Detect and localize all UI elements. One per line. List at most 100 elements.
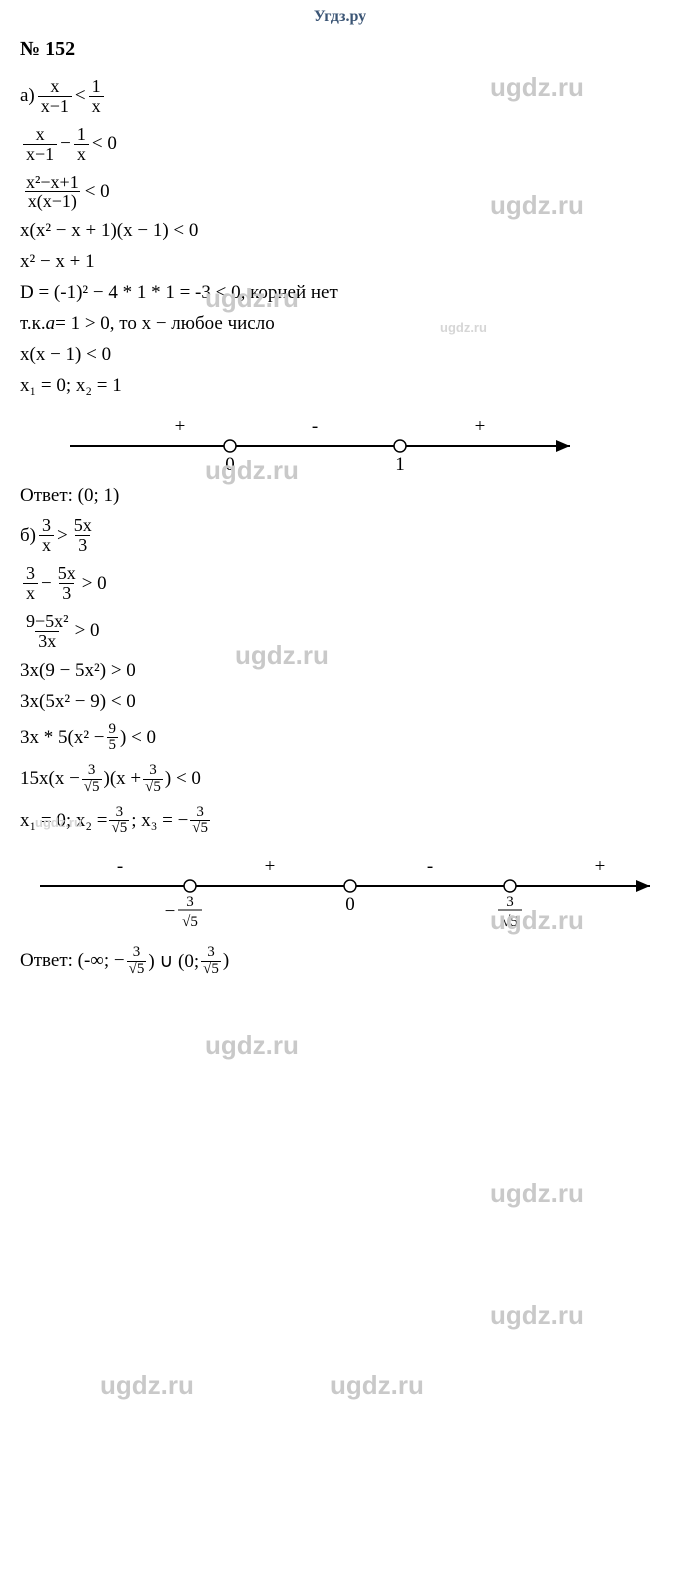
numerator: x — [47, 77, 62, 96]
minus: − — [60, 133, 71, 155]
watermark: ugdz.ru — [330, 1370, 424, 1401]
svg-text:+: + — [265, 856, 276, 877]
fraction: 3 √5 — [143, 763, 163, 796]
denominator: √5 — [201, 961, 221, 978]
denominator: √5 — [109, 820, 129, 837]
partA-inequality: а) x x−1 < 1 x — [20, 77, 660, 116]
svg-text:+: + — [475, 416, 486, 437]
fraction: 3 √5 — [109, 805, 129, 838]
fraction: 3 x — [39, 516, 54, 555]
svg-text:+: + — [175, 416, 186, 437]
numerator: 5x — [71, 516, 95, 535]
numerator: 3 — [86, 763, 98, 779]
partA-step3: x(x² − x + 1)(x − 1) < 0 — [20, 220, 660, 242]
watermark: ugdz.ru — [100, 1370, 194, 1401]
numberline-B-svg: -+-+−3√503√5 — [20, 846, 660, 936]
partB-step1: 3 x − 5x 3 > 0 — [20, 564, 660, 603]
answer-pre: Ответ: (-∞; − — [20, 950, 125, 972]
fraction: 3 √5 — [127, 945, 147, 978]
denominator: x — [23, 583, 38, 603]
step6-post: ) < 0 — [165, 768, 201, 790]
svg-text:-: - — [312, 416, 318, 437]
numerator: 1 — [74, 125, 89, 144]
tail: < 0 — [85, 181, 110, 203]
denominator: 5 — [107, 737, 119, 754]
step6-mid: )(x + — [104, 768, 142, 790]
fraction: x x−1 — [38, 77, 72, 116]
partB-roots: x₁ = 0; x₂ = 3 √5 ; x₃ = − 3 √5 — [20, 805, 660, 838]
fraction: 3 √5 — [82, 763, 102, 796]
fraction: 3 x — [23, 564, 38, 603]
watermark: ugdz.ru — [490, 1300, 584, 1331]
tail: < 0 — [92, 133, 117, 155]
partB-label: б) — [20, 525, 36, 547]
denominator: 3x — [35, 631, 59, 651]
partA-discriminant: D = (-1)² − 4 * 1 * 1 = -3 < 0, корней н… — [20, 282, 660, 304]
fraction: 9−5x² 3x — [23, 612, 72, 651]
denominator: √5 — [190, 820, 210, 837]
partB-step6: 15x(x − 3 √5 )(x + 3 √5 ) < 0 — [20, 763, 660, 796]
partB-step3: 3x(9 − 5x²) > 0 — [20, 660, 660, 682]
numerator: 9−5x² — [23, 612, 72, 631]
answer-mid: ) ∪ (0; — [148, 950, 199, 973]
svg-text:0: 0 — [345, 894, 355, 915]
step5-post: ) < 0 — [120, 727, 156, 749]
svg-text:0: 0 — [225, 454, 235, 475]
numerator: 5x — [55, 564, 79, 583]
fraction: 3 √5 — [201, 945, 221, 978]
partA-acond: т.к. a = 1 > 0, то x − любое число — [20, 313, 660, 335]
numerator: 3 — [205, 945, 217, 961]
denominator: x(x−1) — [25, 191, 80, 211]
answer-post: ) — [223, 950, 229, 972]
denominator: √5 — [143, 779, 163, 796]
partA-step1: x x−1 − 1 x < 0 — [20, 125, 660, 164]
numerator: 3 — [114, 805, 126, 821]
step5-pre: 3x * 5(x² − — [20, 727, 105, 749]
partA-answer: Ответ: (0; 1) — [20, 485, 660, 507]
svg-text:−: − — [165, 901, 176, 922]
svg-text:√5: √5 — [182, 914, 198, 930]
denominator: x−1 — [38, 96, 72, 116]
partA-label: а) — [20, 85, 35, 107]
fraction: 5x 3 — [55, 564, 79, 603]
svg-text:+: + — [595, 856, 606, 877]
step6-pre: 15x(x − — [20, 768, 80, 790]
partB-answer: Ответ: (-∞; − 3 √5 ) ∪ (0; 3 √5 ) — [20, 945, 660, 978]
watermark: ugdz.ru — [490, 1178, 584, 1209]
partB-step4: 3x(5x² − 9) < 0 — [20, 691, 660, 713]
numberline-A: + - +0 1 — [50, 406, 660, 476]
denominator: x — [39, 535, 54, 555]
roots-pre: x₁ = 0; x₂ = — [20, 810, 107, 832]
tail: > 0 — [82, 573, 107, 595]
denominator: x−1 — [23, 144, 57, 164]
denominator: x — [89, 96, 104, 116]
operator: < — [75, 85, 86, 107]
svg-text:3: 3 — [186, 894, 194, 910]
numerator: 9 — [107, 722, 119, 738]
numerator: 3 — [23, 564, 38, 583]
svg-text:-: - — [117, 856, 123, 877]
acond-pre: т.к. — [20, 313, 46, 335]
problem-number: № 152 — [20, 38, 660, 61]
svg-text:1: 1 — [395, 454, 405, 475]
partA-roots: x₁ = 0; x₂ = 1 — [20, 375, 660, 397]
fraction: 1 x — [74, 125, 89, 164]
tail: > 0 — [75, 620, 100, 642]
denominator: 3 — [59, 583, 74, 603]
partA-step2: x²−x+1 x(x−1) < 0 — [20, 173, 660, 212]
numerator: 3 — [194, 805, 206, 821]
watermark: ugdz.ru — [205, 1030, 299, 1061]
fraction: 9 5 — [107, 722, 119, 755]
fraction: 3 √5 — [190, 805, 210, 838]
numerator: x²−x+1 — [23, 173, 82, 192]
partB-step5: 3x * 5(x² − 9 5 ) < 0 — [20, 722, 660, 755]
minus: − — [41, 573, 52, 595]
numberline-B: -+-+−3√503√5 — [20, 846, 660, 936]
svg-text:3: 3 — [506, 894, 514, 910]
partA-step5: x(x − 1) < 0 — [20, 344, 660, 366]
svg-text:-: - — [427, 856, 433, 877]
numerator: 3 — [147, 763, 159, 779]
denominator: √5 — [82, 779, 102, 796]
operator: > — [57, 525, 68, 547]
fraction: x x−1 — [23, 125, 57, 164]
